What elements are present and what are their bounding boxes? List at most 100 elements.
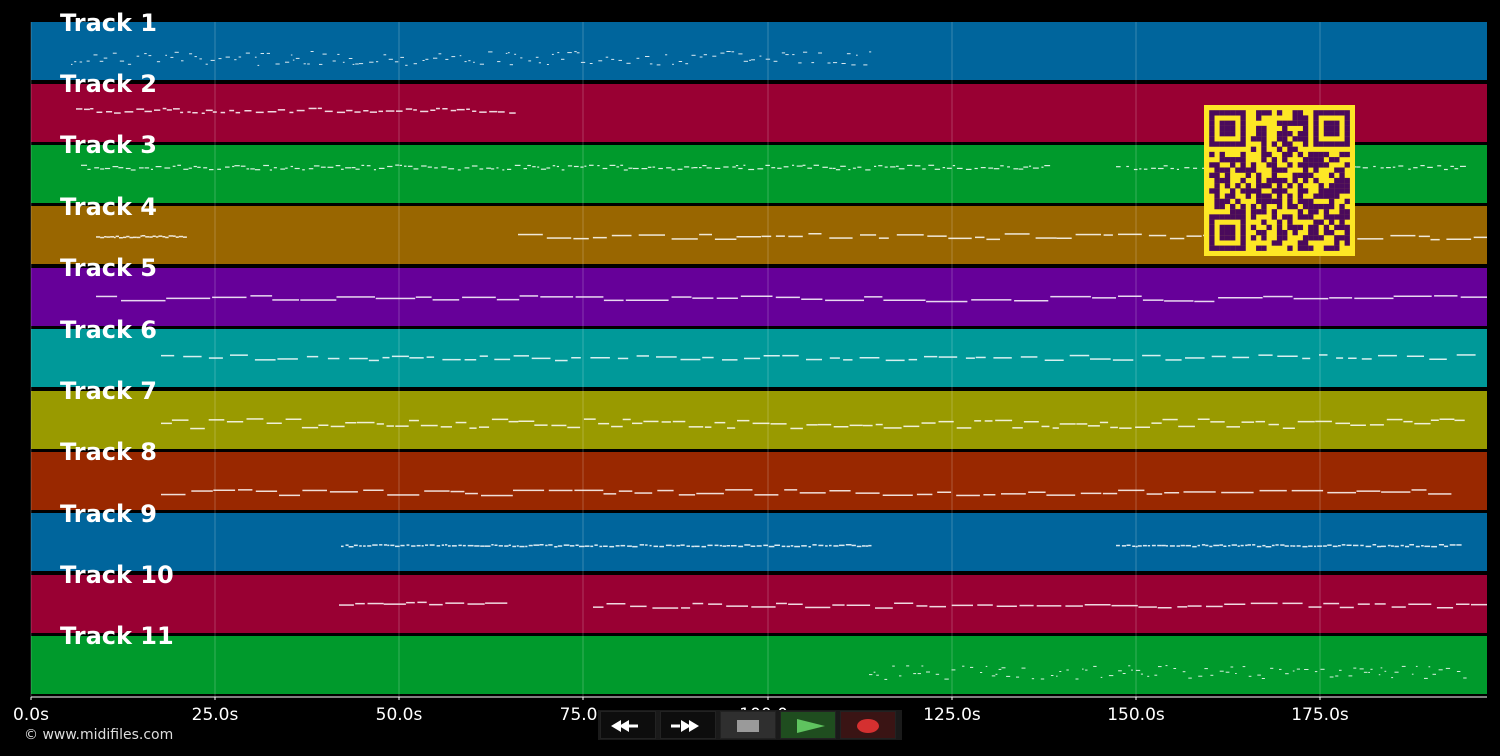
note-1-51 (383, 54, 387, 56)
note-7-86 (1414, 422, 1431, 425)
note-9-18 (425, 544, 429, 546)
note-3-121 (802, 164, 806, 166)
note-1-128 (869, 51, 872, 53)
note-7-10 (330, 425, 345, 428)
note-3-63 (464, 167, 470, 169)
note-9-43 (545, 544, 548, 547)
note-8-21 (678, 494, 696, 496)
track-label-6: Track 6 (60, 316, 158, 344)
note-9-131 (1237, 545, 1240, 547)
note-7-76 (1255, 420, 1265, 423)
qr-module-126 (1224, 157, 1231, 163)
note-8-49 (1411, 489, 1427, 491)
note-1-24 (225, 56, 230, 58)
note-8-39 (1118, 489, 1145, 492)
note-1-26 (238, 56, 242, 58)
note-3-161 (1044, 165, 1051, 167)
qr-module-67 (1287, 131, 1293, 137)
note-3-135 (884, 166, 888, 168)
note-6-50 (1185, 357, 1205, 359)
qr-module-321 (1266, 224, 1272, 231)
note-3-141 (922, 168, 926, 170)
qr-module-360 (1334, 235, 1340, 241)
qr-module-343 (1313, 229, 1319, 236)
note-1-114 (781, 52, 786, 54)
note-11-57 (1242, 666, 1246, 668)
qr-module-35 (1287, 120, 1293, 126)
note-5-6 (300, 299, 337, 301)
track-lane-8[interactable] (31, 452, 1487, 510)
qr-module-92 (1235, 141, 1241, 147)
track-lane-1[interactable] (31, 22, 1487, 80)
note-11-54 (1225, 671, 1230, 673)
note-11-34 (1093, 665, 1097, 667)
note-3-131 (857, 166, 862, 168)
note-9-108 (1132, 545, 1136, 547)
qr-module-221 (1302, 188, 1309, 194)
note-7-70 (1162, 418, 1178, 421)
note-11-29 (1059, 671, 1062, 672)
qr-module-242 (1334, 193, 1340, 199)
qr-module-76 (1240, 136, 1246, 142)
note-10-30 (996, 605, 1017, 607)
note-3-125 (829, 167, 832, 169)
note-7-44 (806, 424, 818, 426)
note-7-23 (508, 420, 519, 423)
note-1-54 (400, 56, 404, 58)
note-4-20 (162, 236, 166, 238)
note-6-26 (680, 358, 701, 361)
stop-button[interactable] (720, 711, 776, 739)
rewind-button[interactable] (600, 711, 656, 739)
qr-module-222 (1318, 188, 1324, 194)
note-3-111 (738, 167, 743, 170)
qr-module-189 (1292, 177, 1298, 184)
note-9-5 (363, 545, 366, 547)
track-lane-6[interactable] (31, 329, 1487, 387)
note-3-0 (81, 164, 87, 166)
track-lane-7[interactable] (31, 391, 1487, 449)
note-3-6 (118, 167, 124, 169)
note-9-78 (726, 545, 731, 547)
note-6-52 (1232, 356, 1250, 359)
track-lane-10[interactable] (31, 575, 1487, 633)
note-9-51 (584, 545, 590, 547)
record-button[interactable] (840, 711, 896, 739)
qr-module-292 (1235, 214, 1241, 220)
note-9-104 (868, 544, 872, 547)
track-lane-11[interactable] (31, 636, 1487, 694)
note-3-114 (757, 168, 764, 170)
qr-module-228 (1214, 193, 1220, 199)
note-9-74 (707, 544, 713, 547)
note-8-3 (238, 489, 253, 491)
qr-module-341 (1292, 229, 1298, 236)
note-3-122 (807, 167, 812, 169)
fast-forward-button[interactable] (660, 711, 716, 739)
qr-module-250 (1271, 198, 1278, 205)
note-10-48 (1374, 603, 1386, 605)
qr-module-153 (1344, 162, 1350, 168)
note-7-55 (974, 420, 982, 422)
note-3-89 (616, 166, 620, 168)
note-11-4 (892, 665, 895, 667)
qr-module-336 (1240, 229, 1246, 236)
note-7-8 (301, 426, 319, 429)
note-3-147 (956, 167, 963, 169)
note-5-10 (432, 299, 460, 301)
note-9-89 (790, 545, 794, 547)
note-10-7 (445, 602, 465, 604)
note-10-49 (1391, 606, 1406, 608)
track-lane-9[interactable] (31, 513, 1487, 571)
qr-module-238 (1313, 193, 1319, 199)
note-9-143 (1290, 545, 1293, 547)
note-3-93 (633, 167, 639, 170)
note-9-69 (680, 544, 685, 546)
qr-module-298 (1297, 214, 1304, 220)
track-lane-5[interactable] (31, 268, 1487, 326)
note-3-27 (246, 168, 250, 170)
note-2-38 (396, 110, 403, 112)
note-3-174 (1202, 167, 1206, 169)
note-9-140 (1275, 544, 1279, 546)
note-11-61 (1270, 667, 1274, 669)
note-9-139 (1271, 544, 1275, 547)
play-button[interactable] (780, 711, 836, 739)
